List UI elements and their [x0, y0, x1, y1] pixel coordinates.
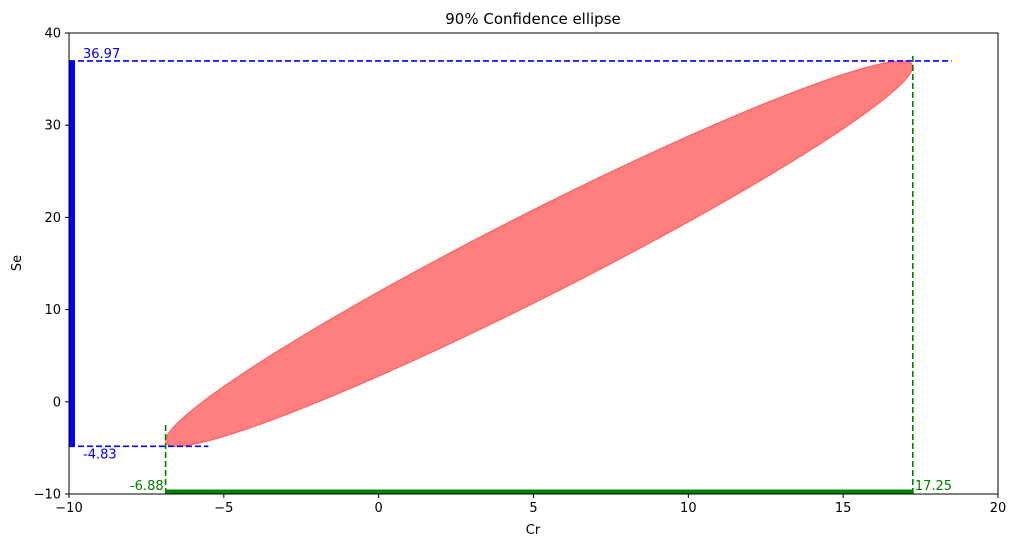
chart-title: 90% Confidence ellipse — [445, 10, 621, 28]
x-max-label: 17.25 — [915, 479, 952, 494]
y-tick-label: 30 — [44, 119, 61, 134]
y-tick-label: 20 — [44, 211, 61, 226]
y-tick-label: −10 — [34, 488, 61, 503]
confidence-ellipse — [165, 60, 914, 447]
x-tick-label: −5 — [214, 501, 233, 516]
y-tick-label: 10 — [44, 303, 61, 318]
x-tick-label: 0 — [375, 501, 383, 516]
x-tick-label: 10 — [680, 501, 697, 516]
x-tick-label: 15 — [835, 501, 852, 516]
range-guides — [69, 56, 952, 494]
y-tick-label: 0 — [53, 395, 61, 410]
y-min-label: -4.83 — [83, 447, 117, 462]
x-axis-label: Cr — [526, 523, 541, 538]
x-min-label: -6.88 — [130, 479, 164, 494]
y-tick-label: 40 — [44, 27, 61, 42]
x-tick-label: 5 — [529, 501, 537, 516]
x-tick-label: −10 — [55, 501, 82, 516]
y-max-label: 36.97 — [83, 47, 120, 62]
y-axis-ticks: −10 0 10 20 30 40 — [34, 27, 69, 503]
x-axis-ticks: −10 −5 0 5 10 15 20 — [55, 494, 1006, 516]
y-axis-label: Se — [10, 255, 25, 271]
x-tick-label: 20 — [990, 501, 1007, 516]
